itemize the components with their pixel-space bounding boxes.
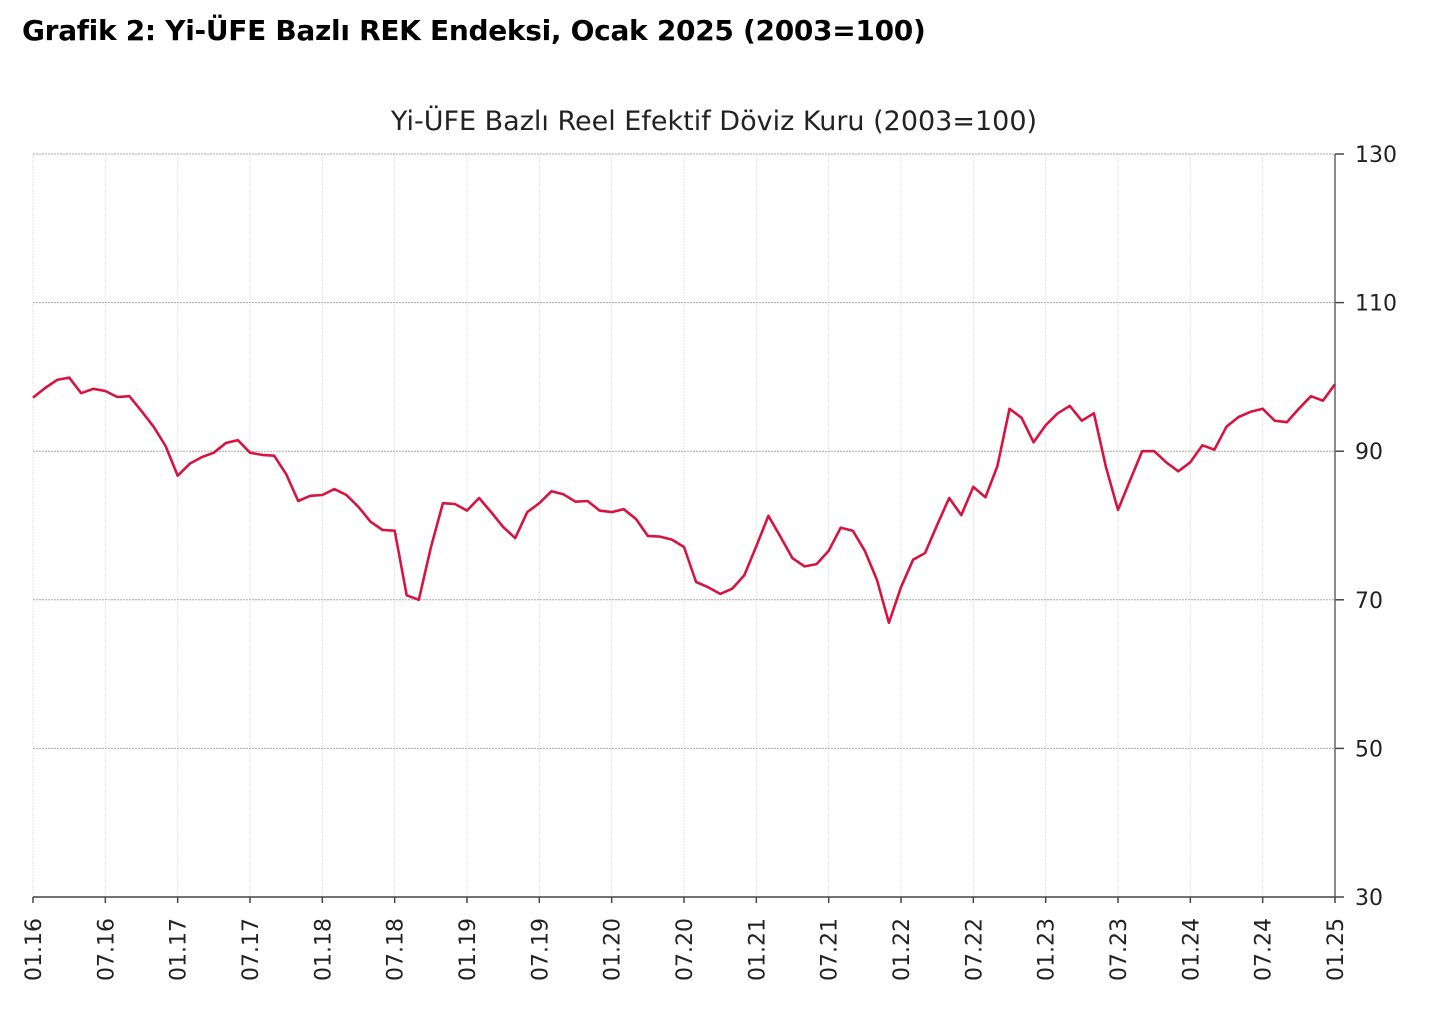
y-tick-label: 30 <box>1355 886 1383 911</box>
y-tick-label: 130 <box>1355 143 1397 168</box>
x-tick-label: 01.21 <box>745 918 770 981</box>
x-tick-label: 07.17 <box>239 918 264 981</box>
y-tick-label: 70 <box>1355 589 1383 614</box>
x-tick-label: 07.18 <box>384 918 409 981</box>
x-tick-label: 01.25 <box>1324 918 1349 981</box>
x-tick-label: 07.21 <box>818 918 843 981</box>
x-tick-label: 01.19 <box>456 918 481 981</box>
y-tick-label: 110 <box>1355 292 1397 317</box>
x-tick-label: 07.22 <box>962 918 987 981</box>
y-tick-label: 90 <box>1355 440 1383 465</box>
chart-title: Yi-ÜFE Bazlı Reel Efektif Döviz Kuru (20… <box>390 105 1037 137</box>
x-tick-label: 07.16 <box>94 918 119 981</box>
x-tick-label: 01.24 <box>1179 918 1204 981</box>
x-tick-label: 07.23 <box>1107 918 1132 981</box>
x-tick-label: 01.18 <box>311 918 336 981</box>
x-tick-label: 07.24 <box>1252 918 1277 981</box>
x-tick-label: 01.22 <box>890 918 915 981</box>
x-tick-label: 01.17 <box>167 918 192 981</box>
x-tick-label: 01.20 <box>601 918 626 981</box>
x-tick-label: 01.23 <box>1035 918 1060 981</box>
x-tick-label: 07.20 <box>673 918 698 981</box>
y-tick-label: 50 <box>1355 737 1383 762</box>
x-tick-label: 07.19 <box>528 918 553 981</box>
x-tick-label: 01.16 <box>22 918 47 981</box>
figure-heading: Grafik 2: Yi-ÜFE Bazlı REK Endeksi, Ocak… <box>22 14 926 47</box>
